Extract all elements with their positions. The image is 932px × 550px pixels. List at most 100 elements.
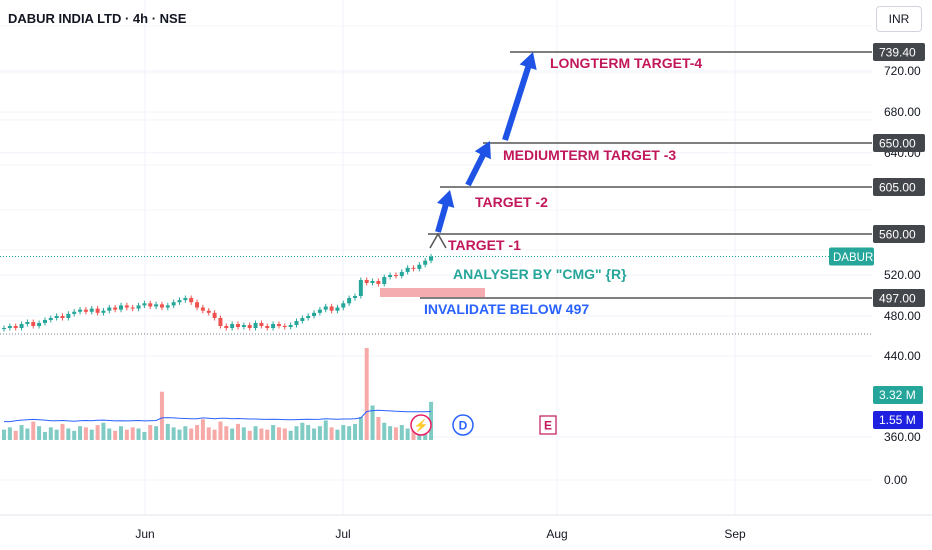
candle-body: [399, 271, 404, 276]
volume-bar: [411, 429, 416, 440]
candle-body: [107, 307, 112, 311]
dividend-marker[interactable]: [410, 414, 432, 436]
volume-ma-tag-bg: [873, 411, 923, 429]
volume-bar: [142, 431, 147, 440]
candle-body: [276, 324, 281, 326]
candle-body: [370, 281, 375, 283]
candle-body: [230, 324, 235, 328]
candle-body: [294, 321, 299, 325]
invalidate-level-label: INVALIDATE BELOW 497: [424, 301, 589, 317]
e-marker[interactable]: [539, 415, 557, 435]
candle-body: [200, 307, 205, 311]
volume-bar: [253, 426, 258, 440]
candle-body: [271, 324, 276, 328]
candle-body: [288, 325, 293, 327]
candle-body: [388, 275, 393, 277]
x-tick-aug: Aug: [546, 527, 567, 541]
volume-bar: [200, 419, 205, 440]
volume-pane: [2, 348, 434, 440]
candle-body: [119, 305, 123, 310]
volume-bar: [323, 420, 328, 440]
candle-body: [306, 316, 311, 318]
volume-bar: [72, 430, 77, 440]
volume-bar: [66, 428, 71, 440]
candle-body: [159, 304, 164, 308]
target-1-tag: 560.00: [879, 228, 916, 242]
candle-body: [130, 307, 135, 309]
candle-body: [13, 326, 18, 328]
volume-bar: [358, 417, 363, 440]
volume-bar: [19, 425, 24, 440]
invalidate-level-tag-bg: [873, 289, 925, 307]
volume-bar: [148, 425, 153, 440]
volume-bar: [37, 426, 42, 440]
candle-body: [259, 323, 264, 326]
volume-bar: [171, 427, 176, 440]
candle-body: [382, 277, 387, 284]
volume-bar: [2, 429, 6, 440]
volume-bar: [317, 426, 322, 440]
candle-body: [60, 316, 65, 318]
volume-bar: [177, 429, 182, 440]
symbol-tag-bg: [829, 247, 874, 266]
candle-body: [95, 308, 100, 313]
candle-body: [206, 310, 211, 313]
candle-body: [54, 316, 59, 318]
candle-body: [218, 318, 223, 326]
volume-tag: 3.32 M: [879, 388, 916, 402]
mediumterm-target-3-label: MEDIUMTERM TARGET -3: [503, 147, 676, 163]
target-2-label: TARGET -2: [475, 194, 548, 210]
volume-bar: [376, 417, 381, 440]
volume-bar: [276, 427, 281, 440]
volume-bar: [7, 427, 12, 440]
volume-bar: [189, 428, 194, 440]
volume-bar: [89, 429, 94, 440]
volume-bar: [429, 401, 434, 440]
invalidate-level-tag: 497.00: [879, 292, 916, 306]
volume-bar: [101, 422, 106, 440]
candle-body: [171, 302, 176, 306]
currency-button[interactable]: INR: [876, 6, 922, 32]
candle-body: [323, 306, 328, 310]
d-marker[interactable]: [452, 414, 474, 436]
target-2-tag: 605.00: [879, 181, 916, 195]
volume-bar: [353, 423, 357, 440]
volume-bar: [300, 422, 305, 440]
price-axis[interactable]: 0.00360.00440.00480.00520.00640.00680.00…: [829, 0, 932, 550]
event-markers[interactable]: ⚡ D E: [410, 414, 557, 436]
candle-body: [364, 280, 369, 283]
candle-body: [405, 267, 410, 272]
candle-body: [241, 325, 246, 327]
volume-bar: [60, 423, 65, 440]
chart-title: DABUR INDIA LTD · 4h · NSE: [8, 11, 187, 26]
dividend-marker-glyph: ⚡: [414, 419, 429, 433]
volume-bar: [335, 429, 340, 440]
arrow-to-target-3: [465, 141, 491, 187]
candle-body: [72, 311, 77, 314]
candle-body: [136, 305, 141, 309]
price-levels[interactable]: [380, 51, 876, 299]
price-axis-bg: [872, 0, 932, 550]
volume-bar: [329, 427, 334, 440]
target-2-tag-bg: [873, 178, 925, 196]
candle-body: [78, 309, 83, 312]
time-axis[interactable]: Jun Jul Aug Sep: [0, 514, 932, 541]
volume-bar: [48, 427, 53, 440]
x-tick-jul: Jul: [335, 527, 350, 541]
candle-body: [113, 307, 118, 310]
volume-bar: [136, 428, 141, 440]
volume-bar: [370, 405, 375, 440]
volume-bar: [54, 429, 59, 440]
volume-bar: [294, 426, 299, 440]
candle-body: [189, 298, 194, 303]
y-tick-label: 480.00: [884, 309, 921, 323]
volume-bar: [95, 425, 100, 440]
candle-body: [142, 303, 147, 306]
volume-bar: [31, 421, 36, 440]
volume-bar: [347, 426, 352, 440]
volume-bar: [271, 425, 276, 440]
candle-body: [300, 318, 305, 321]
volume-bar: [83, 427, 88, 440]
volume-bar: [107, 428, 112, 440]
